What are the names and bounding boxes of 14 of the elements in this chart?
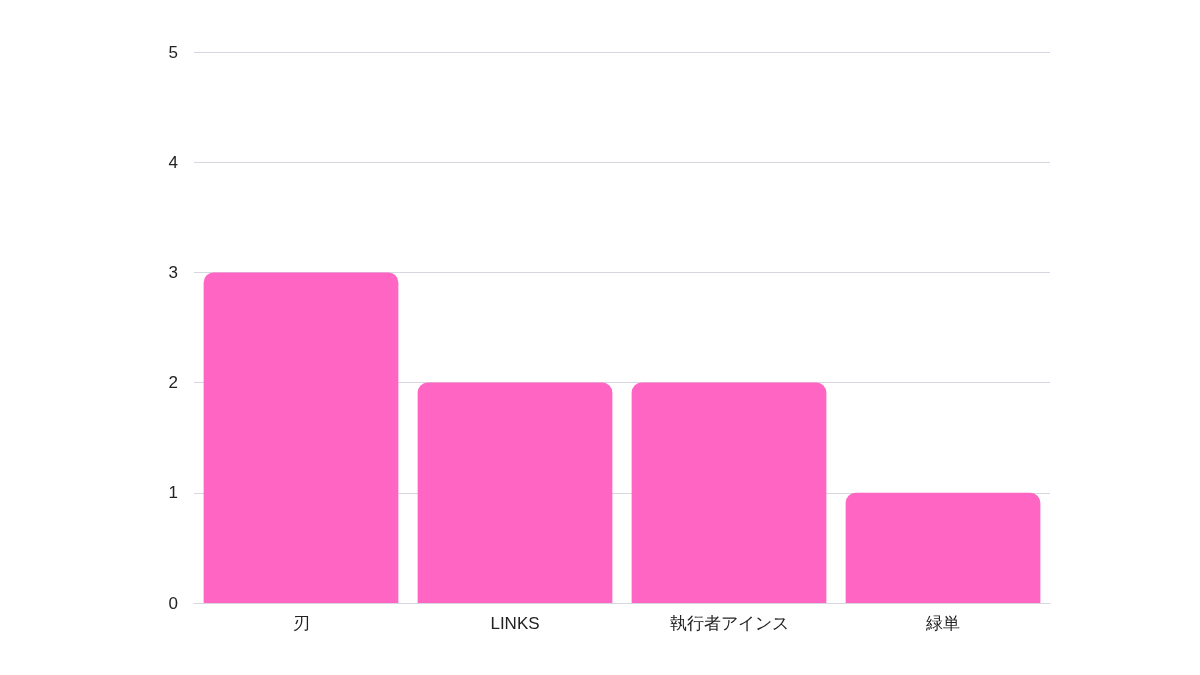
y-tick-label: 5 — [168, 42, 178, 62]
bar — [845, 492, 1041, 603]
y-tick-label: 2 — [168, 373, 178, 393]
y-tick-label: 0 — [168, 593, 178, 613]
x-tick-label: 執行者アインス — [669, 614, 789, 633]
y-tick-label: 4 — [168, 152, 178, 172]
x-tick-label: 緑単 — [925, 614, 960, 633]
bar — [631, 382, 827, 603]
y-tick-label: 1 — [168, 483, 178, 503]
bar — [203, 272, 399, 603]
y-tick-label: 3 — [168, 262, 178, 282]
bar — [417, 382, 613, 603]
x-tick-label: 刃 — [292, 614, 310, 633]
x-tick-label: LINKS — [490, 614, 540, 633]
